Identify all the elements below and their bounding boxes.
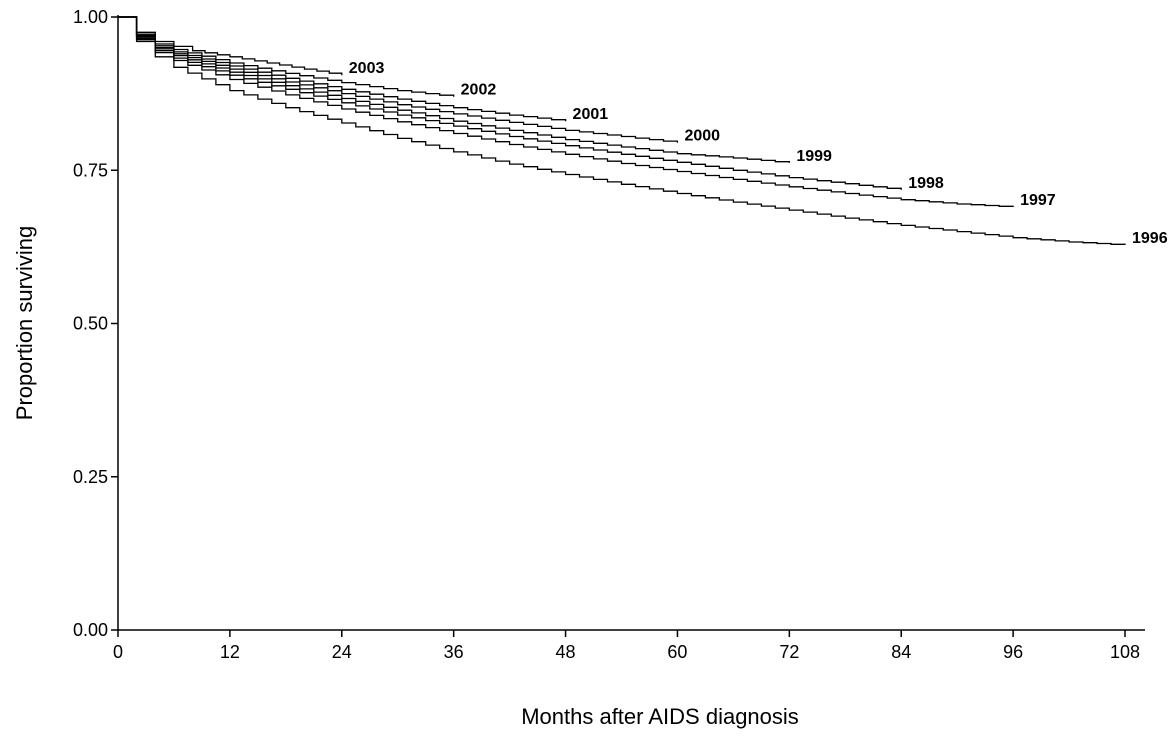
series-label-1999: 1999	[796, 148, 832, 165]
y-tick-label: 0.75	[73, 160, 108, 180]
x-tick-label: 12	[220, 642, 240, 662]
x-tick-label: 48	[556, 642, 576, 662]
series-label-1998: 1998	[908, 175, 944, 192]
series-line-2002	[118, 16, 455, 97]
series-label-1997: 1997	[1020, 192, 1056, 209]
x-tick-label: 0	[113, 642, 123, 662]
x-tick-label: 108	[1110, 642, 1140, 662]
series-line-2000	[118, 16, 679, 143]
series-label-2000: 2000	[684, 128, 720, 145]
series-label-2001: 2001	[573, 106, 609, 123]
y-axis-title: Proportion surviving	[12, 226, 37, 420]
axes: 0 12 24 36 48 60 72 84 96 108 0.00 0.25 0.50 0.75 1.00	[73, 7, 1145, 662]
y-tick-label: 0.50	[73, 314, 108, 334]
series-label-2003: 2003	[349, 60, 385, 77]
x-tick-label: 24	[332, 642, 352, 662]
x-tick-label: 72	[779, 642, 799, 662]
y-tick-label: 0.25	[73, 467, 108, 487]
survival-curves	[118, 16, 1126, 245]
y-tick-label: 1.00	[73, 7, 108, 27]
series-line-1997	[118, 16, 1014, 207]
x-tick-label: 60	[667, 642, 687, 662]
series-line-1999	[118, 16, 790, 163]
series-label-2002: 2002	[461, 82, 497, 99]
y-tick-label: 0.00	[73, 620, 108, 640]
series-line-1996	[118, 16, 1126, 245]
series-labels: 2003 2002 2001 2000 1999 1998 1997 1996	[349, 60, 1168, 247]
series-label-1996: 1996	[1132, 230, 1168, 247]
x-axis-title: Months after AIDS diagnosis	[521, 704, 799, 729]
x-tick-label: 96	[1003, 642, 1023, 662]
series-line-1998	[118, 16, 902, 190]
series-line-2003	[118, 16, 343, 76]
x-tick-label: 36	[444, 642, 464, 662]
x-tick-label: 84	[891, 642, 911, 662]
